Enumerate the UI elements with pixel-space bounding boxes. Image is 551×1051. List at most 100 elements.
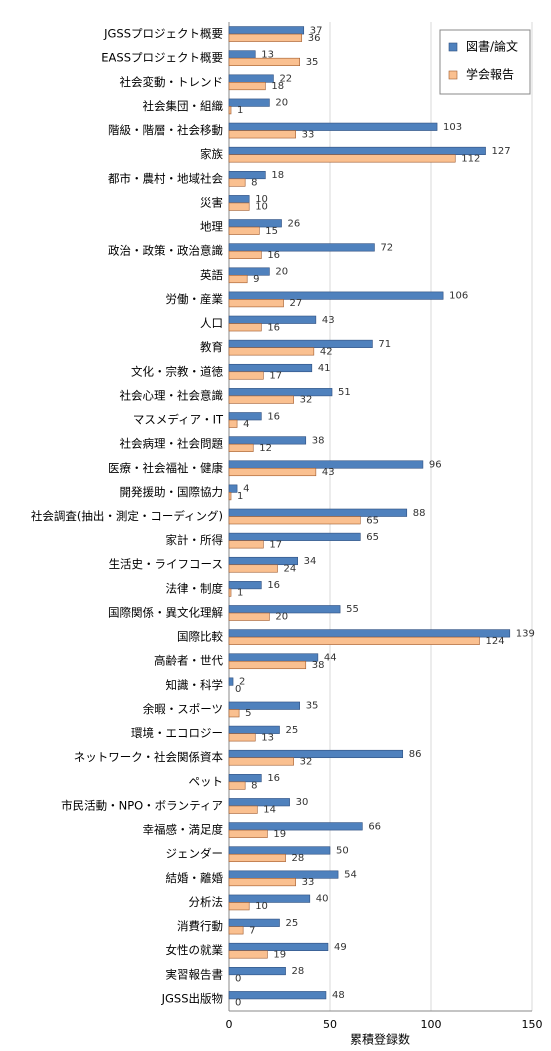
x-axis-label: 累積登録数 <box>350 1032 410 1047</box>
bar <box>228 942 329 951</box>
bar <box>228 822 363 831</box>
bar <box>228 757 294 766</box>
bar <box>228 436 307 445</box>
value-label: 38 <box>312 660 325 671</box>
value-label: 17 <box>269 371 282 382</box>
value-label: 18 <box>271 170 284 181</box>
bar <box>228 154 456 163</box>
value-label: 24 <box>283 563 296 574</box>
y-tick-label: 分析法 <box>189 895 224 909</box>
value-label: 86 <box>409 749 422 760</box>
value-label: 88 <box>413 508 426 519</box>
value-label: 71 <box>378 339 391 350</box>
y-tick-label: 政治・政策・政治意識 <box>108 244 223 258</box>
value-label: 2 <box>239 677 245 688</box>
value-label: 25 <box>286 918 299 929</box>
value-label: 15 <box>265 226 278 237</box>
bar <box>228 588 232 597</box>
value-label: 36 <box>308 33 321 44</box>
bar <box>228 629 511 638</box>
value-label: 20 <box>275 612 288 623</box>
y-tick-label: 社会調査(抽出・測定・コーディング) <box>31 509 223 523</box>
value-label: 16 <box>267 250 280 261</box>
y-tick-label: JGSSプロジェクト概要 <box>103 27 223 41</box>
y-tick-label: 労働・産業 <box>166 292 224 306</box>
value-label: 27 <box>290 298 303 309</box>
y-tick-label: ジェンダー <box>166 847 224 861</box>
bar <box>228 492 232 501</box>
bar <box>228 347 315 356</box>
bar <box>228 170 266 180</box>
value-label: 124 <box>485 636 504 647</box>
bar <box>228 894 311 903</box>
bar <box>228 733 256 742</box>
value-label: 8 <box>251 178 257 189</box>
y-tick-label: 国際関係・異文化理解 <box>108 605 223 619</box>
value-label: 19 <box>273 949 286 960</box>
value-label: 1 <box>237 105 243 116</box>
bar <box>228 267 270 276</box>
bar <box>228 178 246 187</box>
x-tick-label: 150 <box>522 1018 543 1031</box>
y-tick-label: 階級・階層・社会移動 <box>108 123 223 137</box>
legend-box <box>439 29 531 95</box>
value-label: 16 <box>267 411 280 422</box>
value-label: 96 <box>429 460 442 471</box>
bar <box>228 33 303 42</box>
value-label: 103 <box>443 122 462 133</box>
value-label: 28 <box>292 853 305 864</box>
bar <box>228 130 296 139</box>
y-tick-label: マスメディア・IT <box>133 413 224 427</box>
value-label: 16 <box>267 322 280 333</box>
bar <box>228 443 254 452</box>
value-label: 41 <box>318 363 331 374</box>
bar <box>228 339 373 348</box>
value-label: 28 <box>292 966 305 977</box>
value-label: 51 <box>338 387 351 398</box>
bar <box>228 371 264 380</box>
value-label: 26 <box>288 218 301 229</box>
bar <box>228 146 486 155</box>
bar <box>228 653 319 662</box>
value-label: 0 <box>235 974 241 985</box>
value-label: 13 <box>261 49 274 60</box>
bar <box>228 564 278 573</box>
value-label: 55 <box>346 604 359 615</box>
y-tick-label: 人口 <box>200 316 223 330</box>
bar <box>228 195 250 204</box>
value-label: 10 <box>255 901 268 912</box>
value-label: 32 <box>300 395 313 406</box>
value-label: 4 <box>243 419 249 430</box>
bar <box>228 902 250 911</box>
value-label: 44 <box>324 652 337 663</box>
x-tick-label: 100 <box>421 1018 442 1031</box>
bar <box>228 291 444 300</box>
value-label: 0 <box>235 998 241 1009</box>
y-tick-label: 幸福感・満足度 <box>143 823 224 837</box>
y-tick-label: 社会病理・社会問題 <box>120 437 224 451</box>
bar <box>228 870 339 879</box>
value-label: 14 <box>263 805 276 816</box>
legend-label: 学会報告 <box>466 67 514 82</box>
y-tick-label: 法律・制度 <box>166 581 224 595</box>
value-label: 139 <box>516 628 535 639</box>
bar <box>228 250 262 259</box>
y-tick-label: 市民活動・NPO・ボランティア <box>61 798 223 812</box>
bar <box>228 484 238 493</box>
x-tick-label: 50 <box>323 1018 337 1031</box>
value-label: 16 <box>267 580 280 591</box>
value-label: 35 <box>306 701 319 712</box>
bar <box>228 122 438 131</box>
bar <box>228 274 248 284</box>
y-tick-label: 社会心理・社会意識 <box>120 388 224 402</box>
value-label: 4 <box>243 484 249 495</box>
bar <box>228 918 280 927</box>
value-label: 112 <box>461 153 480 164</box>
y-tick-label: 生活史・ライフコース <box>109 557 223 571</box>
bar <box>228 749 404 759</box>
value-label: 20 <box>275 267 288 278</box>
bar <box>228 508 408 517</box>
y-tick-label: ネットワーク・社会関係資本 <box>74 750 224 764</box>
